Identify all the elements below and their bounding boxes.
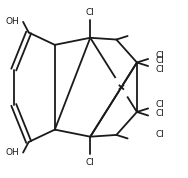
Text: Cl: Cl (156, 65, 164, 74)
Text: Cl: Cl (86, 158, 95, 167)
Text: Cl: Cl (86, 8, 95, 17)
Text: Cl: Cl (156, 56, 164, 65)
Text: Cl: Cl (156, 51, 164, 60)
Text: OH: OH (6, 148, 19, 157)
Text: Cl: Cl (156, 130, 164, 139)
Text: Cl: Cl (156, 109, 164, 118)
Text: Cl: Cl (156, 100, 164, 109)
Text: OH: OH (6, 17, 19, 26)
